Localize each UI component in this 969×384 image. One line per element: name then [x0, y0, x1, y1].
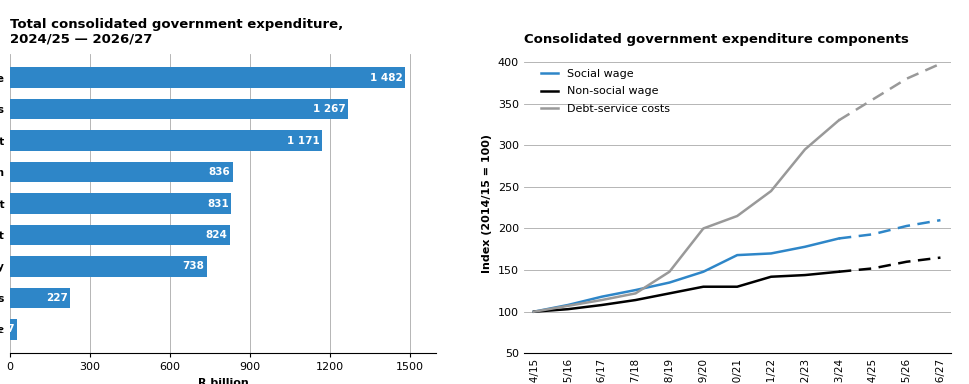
Text: 738: 738 — [182, 262, 204, 271]
Text: 1 267: 1 267 — [312, 104, 345, 114]
Text: 831: 831 — [207, 199, 229, 209]
Text: 1 482: 1 482 — [370, 73, 402, 83]
Bar — [10, 319, 16, 340]
Bar — [10, 99, 347, 119]
Bar — [10, 288, 70, 308]
Bar — [10, 256, 206, 277]
Text: Total consolidated government expenditure,
2024/25 — 2026/27: Total consolidated government expenditur… — [10, 18, 343, 46]
Text: 1 171: 1 171 — [287, 136, 320, 146]
Y-axis label: Index (2014/15 = 100): Index (2014/15 = 100) — [482, 134, 491, 273]
Bar — [10, 162, 233, 182]
X-axis label: R billion: R billion — [198, 378, 248, 384]
Bar — [10, 225, 230, 245]
Text: 836: 836 — [208, 167, 231, 177]
Bar — [10, 193, 232, 214]
Bar — [10, 67, 405, 88]
Text: 27: 27 — [0, 324, 15, 334]
Text: 824: 824 — [205, 230, 227, 240]
Legend: Social wage, Non-social wage, Debt-service costs: Social wage, Non-social wage, Debt-servi… — [538, 65, 672, 118]
Bar — [10, 130, 322, 151]
Text: Consolidated government expenditure components: Consolidated government expenditure comp… — [523, 33, 908, 46]
Text: 227: 227 — [47, 293, 68, 303]
